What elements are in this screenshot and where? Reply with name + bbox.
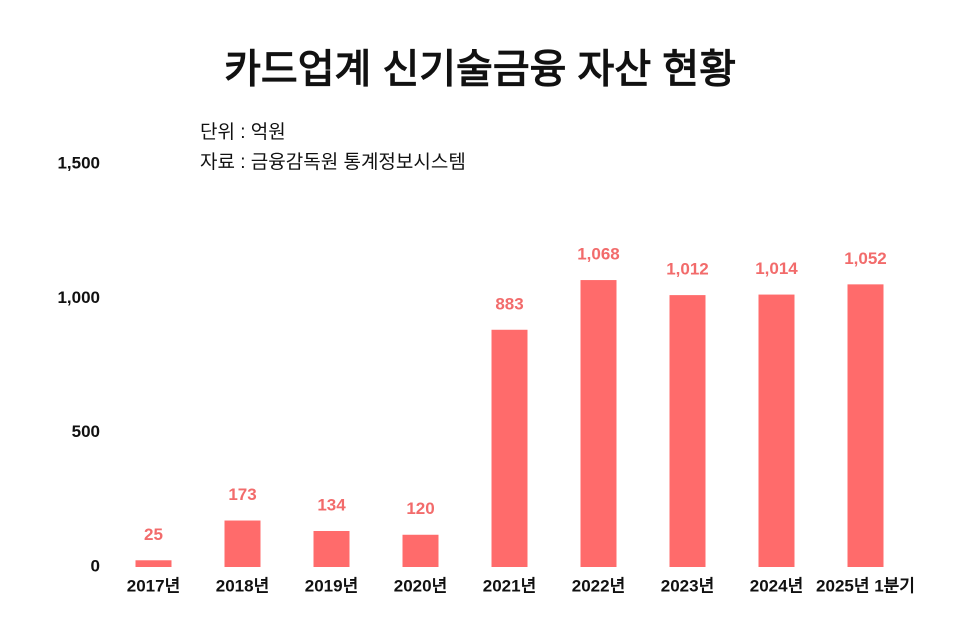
- x-tick-label: 2021년: [483, 576, 536, 595]
- value-label: 120: [406, 499, 434, 518]
- x-tick-label: 2018년: [216, 576, 269, 595]
- value-label: 883: [495, 294, 523, 313]
- value-label: 25: [144, 525, 163, 544]
- bar: [491, 329, 528, 567]
- x-tick-label: 2023년: [661, 576, 714, 595]
- value-label: 1,012: [666, 260, 709, 279]
- x-tick-label: 2019년: [305, 576, 358, 595]
- bar: [847, 284, 884, 567]
- bar: [224, 520, 261, 567]
- y-tick-label: 1,500: [57, 153, 100, 172]
- bar: [758, 294, 795, 567]
- x-tick-label: 2022년: [572, 576, 625, 595]
- bar: [402, 534, 439, 567]
- x-tick-label: 2025년 1분기: [816, 576, 915, 595]
- x-tick-label: 2020년: [394, 576, 447, 595]
- x-tick-label: 2024년: [750, 576, 803, 595]
- bar: [580, 280, 617, 567]
- bar: [313, 530, 350, 567]
- unit-note: 단위 : 억원: [200, 121, 286, 143]
- y-tick-label: 500: [72, 422, 100, 441]
- x-tick-label: 2017년: [127, 576, 180, 595]
- value-label: 1,014: [755, 259, 798, 278]
- y-tick-label: 0: [91, 556, 100, 575]
- value-label: 173: [228, 485, 256, 504]
- value-label: 1,068: [577, 245, 620, 264]
- bar: [669, 295, 706, 567]
- chart-title: 카드업계 신기술금융 자산 현황: [224, 48, 736, 92]
- bar: [135, 560, 172, 567]
- value-label: 134: [317, 495, 346, 514]
- source-note: 자료 : 금융감독원 통계정보시스템: [200, 151, 466, 173]
- value-label: 1,052: [844, 249, 887, 268]
- y-tick-label: 1,000: [57, 288, 100, 307]
